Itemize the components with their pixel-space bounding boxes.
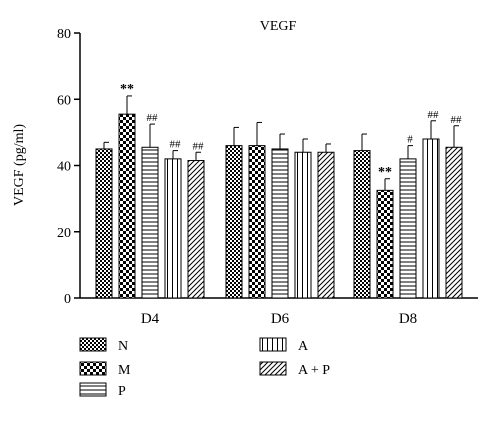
- legend-swatch: [259, 361, 287, 376]
- bar: [445, 146, 463, 299]
- significance-label: ##: [451, 114, 463, 126]
- bar: [225, 145, 243, 299]
- bar: [271, 148, 289, 299]
- x-category-label: D6: [271, 311, 290, 327]
- bar: [294, 151, 312, 299]
- bar: [95, 148, 113, 299]
- y-axis-title: VEGF (pg/ml): [12, 124, 27, 206]
- legend-swatch: [79, 337, 107, 352]
- significance-label: **: [120, 82, 134, 97]
- significance-label: #: [407, 134, 413, 146]
- y-tick-label: 40: [57, 160, 71, 175]
- y-tick-label: 20: [57, 226, 71, 241]
- legend-swatch: [79, 361, 107, 376]
- legend-label: P: [118, 384, 126, 399]
- significance-label: ##: [170, 139, 182, 151]
- bar: [353, 150, 371, 299]
- legend-label: A: [298, 339, 309, 354]
- legend: NMP A A + P: [79, 337, 330, 399]
- legend-swatch: [79, 382, 107, 397]
- legend-label: M: [118, 363, 131, 378]
- bar: [376, 189, 394, 299]
- significance-label: ##: [147, 112, 159, 124]
- x-category-label: D4: [141, 311, 160, 327]
- legend-label: N: [118, 339, 128, 354]
- significance-label: ##: [428, 109, 440, 121]
- y-tick-label: 60: [57, 93, 71, 108]
- y-tick-label: 0: [64, 292, 71, 307]
- significance-label: **: [378, 165, 392, 180]
- bar: [187, 160, 205, 299]
- bar: [399, 158, 417, 299]
- y-tick-label: 80: [57, 27, 71, 42]
- chart-title: VEGF: [260, 19, 297, 34]
- bar: [248, 145, 266, 299]
- legend-label: A + P: [298, 363, 330, 378]
- significance-label: ##: [193, 140, 205, 152]
- bar: [141, 146, 159, 299]
- legend-swatch: [259, 337, 287, 352]
- bar: [422, 138, 440, 299]
- bar: [164, 158, 182, 299]
- bar: [317, 151, 335, 299]
- x-category-label: D8: [399, 311, 417, 327]
- bar: [118, 113, 136, 299]
